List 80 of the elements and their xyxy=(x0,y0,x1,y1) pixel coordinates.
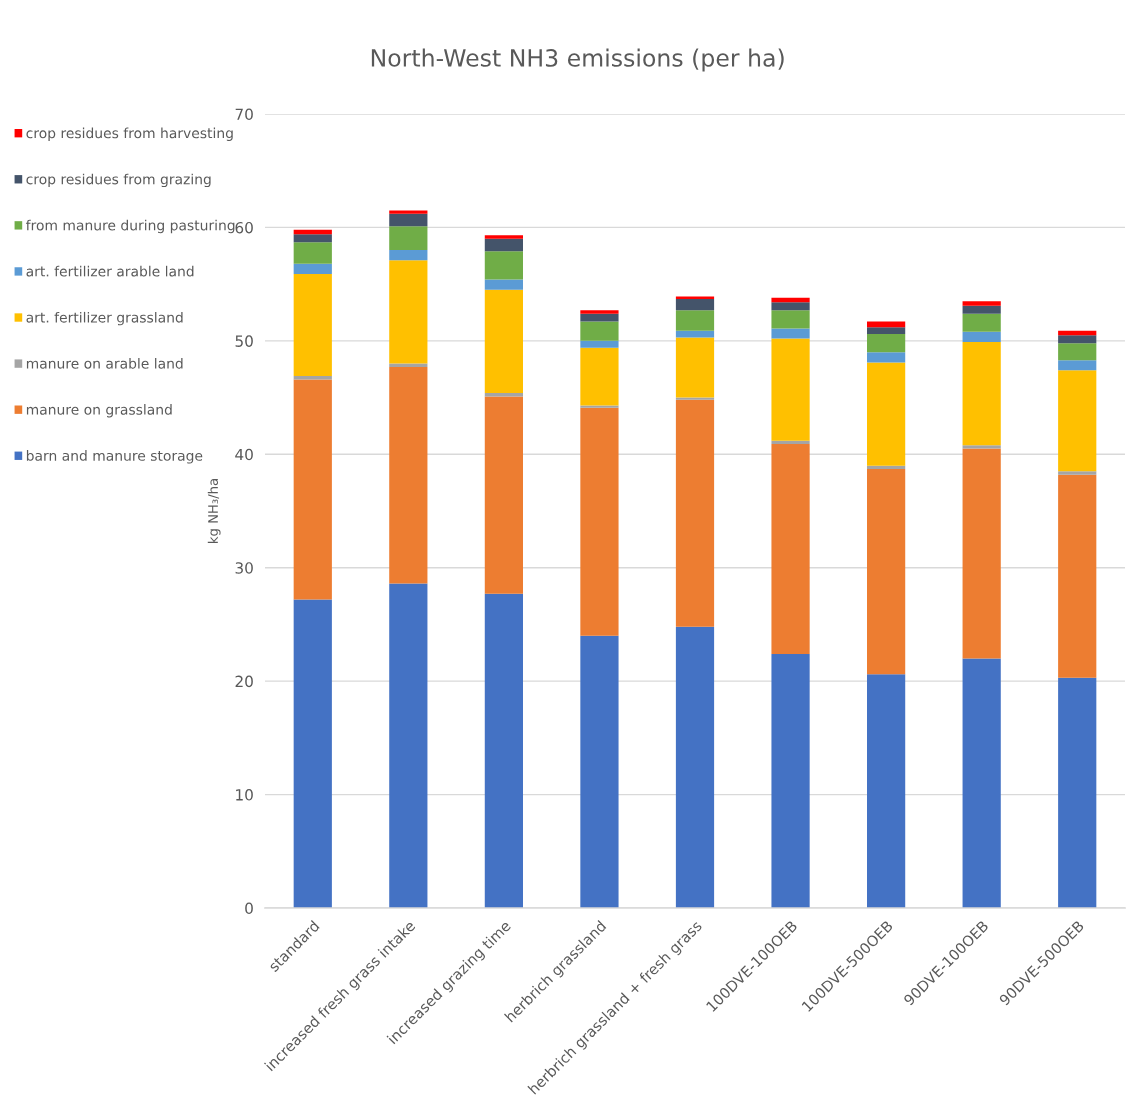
bar xyxy=(580,407,619,636)
y-tick-label: 60 xyxy=(235,221,253,234)
bar xyxy=(580,340,619,348)
bar xyxy=(389,210,428,214)
legend-label: manure on arable land xyxy=(26,357,183,369)
bar xyxy=(771,338,810,441)
bar xyxy=(771,310,810,329)
bar xyxy=(580,310,619,314)
legend-label: art. fertilizer grassland xyxy=(26,311,183,326)
bar xyxy=(580,313,619,322)
bar xyxy=(484,238,523,252)
bar xyxy=(389,226,428,251)
legend-label: crop residues from harvesting xyxy=(26,127,233,141)
bar xyxy=(867,327,906,335)
bar xyxy=(771,297,810,303)
bar xyxy=(1058,471,1097,475)
bar xyxy=(962,658,1001,908)
bar xyxy=(771,653,810,908)
bar xyxy=(484,279,523,290)
bar xyxy=(962,301,1001,306)
bar xyxy=(484,593,523,908)
bar xyxy=(962,305,1001,314)
bar xyxy=(867,674,906,908)
bar xyxy=(293,599,332,908)
bar xyxy=(771,440,810,445)
bar xyxy=(867,469,906,675)
y-tick-label: 30 xyxy=(235,562,253,574)
bar xyxy=(1058,360,1097,371)
bar xyxy=(389,260,428,364)
y-tick-label: 50 xyxy=(235,335,253,347)
bar xyxy=(1058,343,1097,361)
bar xyxy=(293,263,332,274)
bar xyxy=(771,328,810,339)
bar xyxy=(962,341,1001,446)
legend-label: barn and manure storage xyxy=(26,450,203,464)
bar xyxy=(1058,335,1097,344)
bar xyxy=(1058,474,1097,678)
bar xyxy=(484,251,523,280)
bar xyxy=(1058,677,1097,908)
bar xyxy=(962,445,1001,449)
bar xyxy=(867,362,906,466)
y-axis-title: kg NH₃/ha xyxy=(207,479,221,543)
legend-label: crop residues from grazing xyxy=(26,173,211,188)
bar xyxy=(389,213,428,227)
bar xyxy=(580,635,619,908)
bar xyxy=(962,331,1001,342)
bar xyxy=(675,310,715,331)
bar xyxy=(675,337,715,398)
bar xyxy=(675,298,715,311)
bar xyxy=(484,396,523,594)
bar xyxy=(867,334,906,353)
bar xyxy=(580,321,619,341)
bar xyxy=(771,302,810,311)
bar xyxy=(675,626,715,908)
bar xyxy=(484,289,523,394)
bar xyxy=(293,379,332,600)
bar xyxy=(771,444,810,654)
bar xyxy=(389,366,428,584)
bar xyxy=(484,235,523,239)
y-tick-label: 70 xyxy=(235,108,253,121)
bar xyxy=(580,405,619,408)
y-tick-label: 0 xyxy=(245,902,253,915)
y-tick-label: 40 xyxy=(235,448,253,461)
legend-label: manure on grassland xyxy=(26,404,172,418)
bar xyxy=(293,234,332,243)
bar xyxy=(675,399,715,627)
bar xyxy=(389,250,428,261)
y-tick-label: 20 xyxy=(235,675,253,688)
bar xyxy=(962,313,1001,332)
bar xyxy=(580,347,619,406)
y-tick-label: 10 xyxy=(236,789,253,801)
legend-label: from manure during pasturing xyxy=(25,219,235,234)
bar xyxy=(389,583,428,908)
bar xyxy=(962,448,1001,659)
bar xyxy=(293,242,332,264)
chart-title: North-West NH3 emissions (per ha) xyxy=(371,48,784,72)
legend-label: art. fertilizer arable land xyxy=(26,265,194,277)
bar xyxy=(1058,370,1097,472)
bar xyxy=(867,352,906,363)
bar xyxy=(293,273,332,377)
